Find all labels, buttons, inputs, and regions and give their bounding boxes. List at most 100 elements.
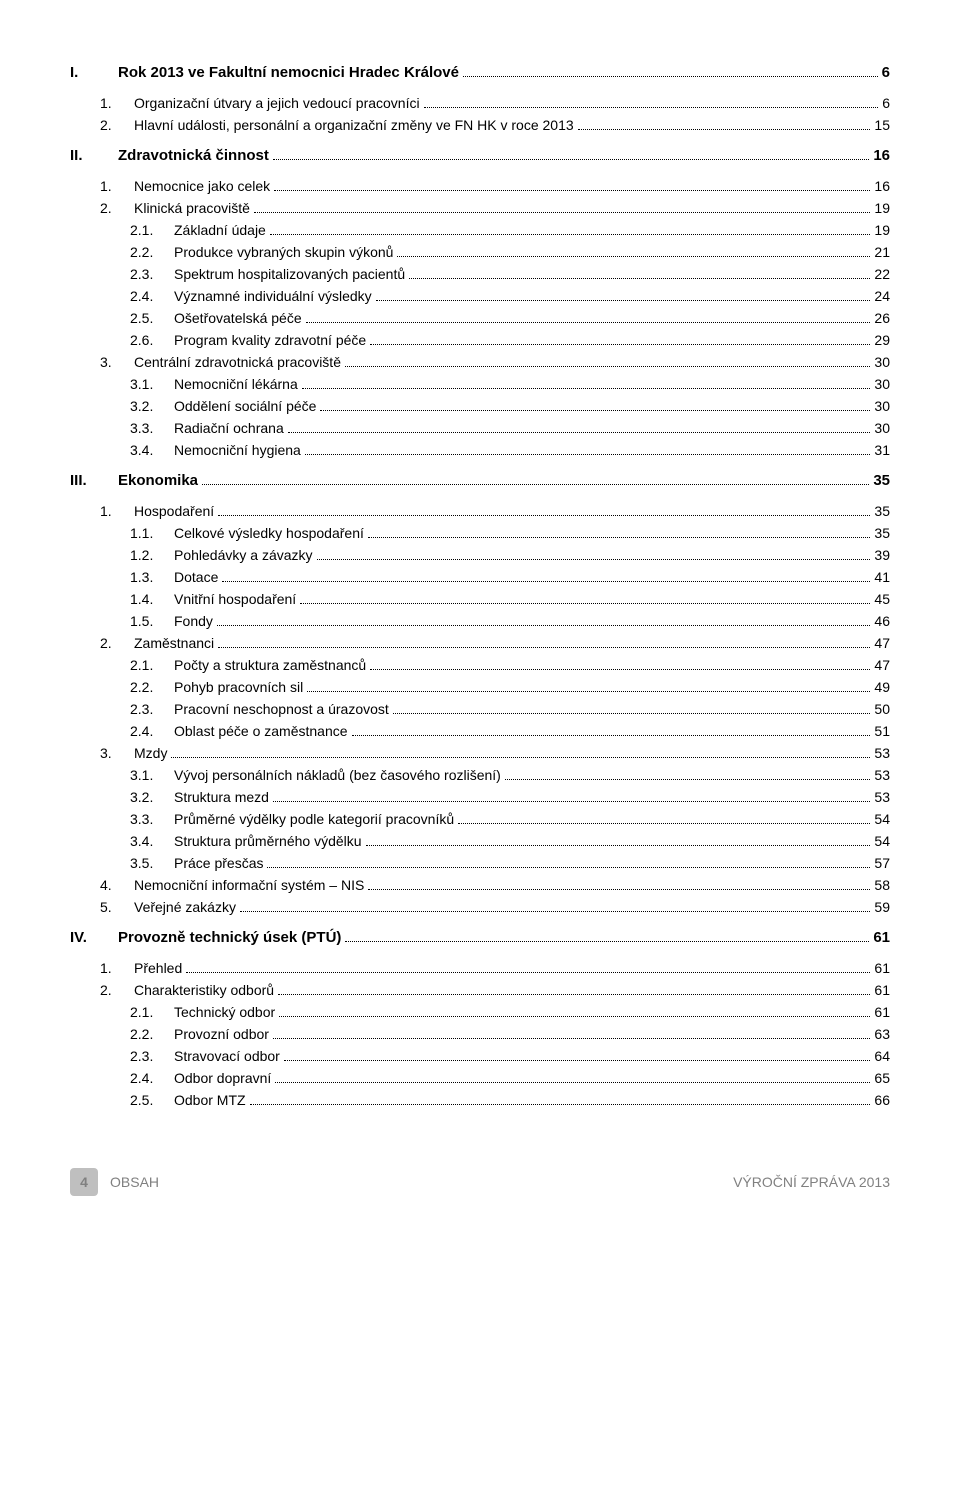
toc-leader-dots xyxy=(368,537,871,538)
toc-entry-label: Vývoj personálních nákladů (bez časového… xyxy=(174,767,501,783)
toc-leader-dots xyxy=(302,388,871,389)
toc-entry-number: 1. xyxy=(100,503,134,519)
toc-leader-dots xyxy=(270,234,871,235)
toc-entry: IV.Provozně technický úsek (PTÚ)61 xyxy=(70,929,890,946)
toc-entry-page: 19 xyxy=(874,200,890,216)
toc-entry-number: III. xyxy=(70,472,118,489)
toc-entry-number: 3.1. xyxy=(130,767,174,783)
toc-entry-label: Vnitřní hospodaření xyxy=(174,591,296,607)
toc-entry: 2.1.Základní údaje19 xyxy=(130,222,890,238)
toc-entry-number: 3.5. xyxy=(130,855,174,871)
toc-entry-page: 35 xyxy=(873,472,890,489)
toc-entry-number: 2.4. xyxy=(130,1070,174,1086)
toc-entry-label: Pracovní neschopnost a úrazovost xyxy=(174,701,389,717)
toc-leader-dots xyxy=(273,1038,870,1039)
toc-entry-page: 50 xyxy=(874,701,890,717)
toc-entry-number: 1.3. xyxy=(130,569,174,585)
toc-entry-page: 53 xyxy=(874,745,890,761)
toc-entry-label: Odbor MTZ xyxy=(174,1092,246,1108)
toc-entry-number: 2. xyxy=(100,200,134,216)
toc-leader-dots xyxy=(279,1016,870,1017)
toc-entry-label: Charakteristiky odborů xyxy=(134,982,274,998)
toc-entry: 1.2.Pohledávky a závazky39 xyxy=(130,547,890,563)
toc-entry-number: 2.4. xyxy=(130,288,174,304)
toc-entry-page: 19 xyxy=(874,222,890,238)
toc-leader-dots xyxy=(288,432,871,433)
toc-entry-page: 15 xyxy=(874,117,890,133)
toc-entry-label: Odbor dopravní xyxy=(174,1070,271,1086)
toc-entry-page: 64 xyxy=(874,1048,890,1064)
toc-entry-label: Ekonomika xyxy=(118,472,198,489)
toc-entry-number: 2.1. xyxy=(130,222,174,238)
toc-entry-page: 61 xyxy=(874,960,890,976)
toc-leader-dots xyxy=(202,484,869,485)
toc-leader-dots xyxy=(368,889,870,890)
toc-entry-page: 61 xyxy=(873,929,890,946)
toc-entry-label: Práce přesčas xyxy=(174,855,263,871)
toc-entry-label: Celkové výsledky hospodaření xyxy=(174,525,364,541)
toc-entry-number: 2.2. xyxy=(130,679,174,695)
toc-leader-dots xyxy=(284,1060,871,1061)
toc-entry-page: 24 xyxy=(874,288,890,304)
toc-entry: 2.5.Odbor MTZ66 xyxy=(130,1092,890,1108)
toc-entry: 2.2.Provozní odbor63 xyxy=(130,1026,890,1042)
toc-entry-label: Významné individuální výsledky xyxy=(174,288,372,304)
toc-entry-page: 58 xyxy=(874,877,890,893)
toc-entry: 1.Nemocnice jako celek16 xyxy=(100,178,890,194)
toc-leader-dots xyxy=(267,867,870,868)
toc-entry: 3.1.Vývoj personálních nákladů (bez časo… xyxy=(130,767,890,783)
toc-entry-page: 51 xyxy=(874,723,890,739)
toc-entry-label: Program kvality zdravotní péče xyxy=(174,332,366,348)
toc-entry-number: 5. xyxy=(100,899,134,915)
toc-entry: 5.Veřejné zakázky59 xyxy=(100,899,890,915)
table-of-contents: I.Rok 2013 ve Fakultní nemocnici Hradec … xyxy=(70,64,890,1108)
toc-entry-number: 1.1. xyxy=(130,525,174,541)
toc-entry: 3.Centrální zdravotnická pracoviště30 xyxy=(100,354,890,370)
toc-entry-page: 47 xyxy=(874,657,890,673)
toc-entry: 2.Charakteristiky odborů61 xyxy=(100,982,890,998)
toc-entry-number: 3. xyxy=(100,745,134,761)
toc-entry-page: 21 xyxy=(874,244,890,260)
toc-leader-dots xyxy=(222,581,870,582)
toc-entry: 2.1.Počty a struktura zaměstnanců47 xyxy=(130,657,890,673)
toc-entry-page: 16 xyxy=(873,147,890,164)
toc-leader-dots xyxy=(366,845,871,846)
toc-entry-label: Provozní odbor xyxy=(174,1026,269,1042)
toc-entry-label: Oddělení sociální péče xyxy=(174,398,316,414)
toc-entry: 3.3.Průměrné výdělky podle kategorií pra… xyxy=(130,811,890,827)
toc-entry-number: 2.2. xyxy=(130,1026,174,1042)
toc-entry-number: 2.3. xyxy=(130,1048,174,1064)
toc-leader-dots xyxy=(320,410,870,411)
toc-entry-label: Nemocniční lékárna xyxy=(174,376,298,392)
toc-entry-page: 46 xyxy=(874,613,890,629)
toc-entry-number: IV. xyxy=(70,929,118,946)
toc-entry-number: 1. xyxy=(100,95,134,111)
toc-entry-page: 30 xyxy=(874,420,890,436)
toc-entry: 3.4.Nemocniční hygiena31 xyxy=(130,442,890,458)
toc-entry-page: 30 xyxy=(874,398,890,414)
toc-leader-dots xyxy=(397,256,870,257)
toc-entry-number: 2. xyxy=(100,982,134,998)
toc-entry-number: 2.5. xyxy=(130,310,174,326)
toc-entry-number: 3.4. xyxy=(130,833,174,849)
toc-entry: II.Zdravotnická činnost16 xyxy=(70,147,890,164)
toc-entry: 2.3.Pracovní neschopnost a úrazovost50 xyxy=(130,701,890,717)
toc-leader-dots xyxy=(352,735,871,736)
toc-entry-label: Produkce vybraných skupin výkonů xyxy=(174,244,393,260)
toc-entry-number: II. xyxy=(70,147,118,164)
toc-entry-label: Dotace xyxy=(174,569,218,585)
toc-entry-page: 61 xyxy=(874,1004,890,1020)
toc-entry: 2.Klinická pracoviště19 xyxy=(100,200,890,216)
toc-entry-page: 39 xyxy=(874,547,890,563)
toc-entry-number: 3.3. xyxy=(130,811,174,827)
toc-entry-label: Mzdy xyxy=(134,745,167,761)
toc-entry-number: 3. xyxy=(100,354,134,370)
toc-entry-label: Hlavní události, personální a organizačn… xyxy=(134,117,574,133)
toc-entry: 2.6.Program kvality zdravotní péče29 xyxy=(130,332,890,348)
toc-entry: 1.Přehled61 xyxy=(100,960,890,976)
toc-leader-dots xyxy=(171,757,870,758)
toc-leader-dots xyxy=(393,713,871,714)
toc-leader-dots xyxy=(370,344,870,345)
toc-entry-number: 3.3. xyxy=(130,420,174,436)
toc-leader-dots xyxy=(370,669,870,670)
